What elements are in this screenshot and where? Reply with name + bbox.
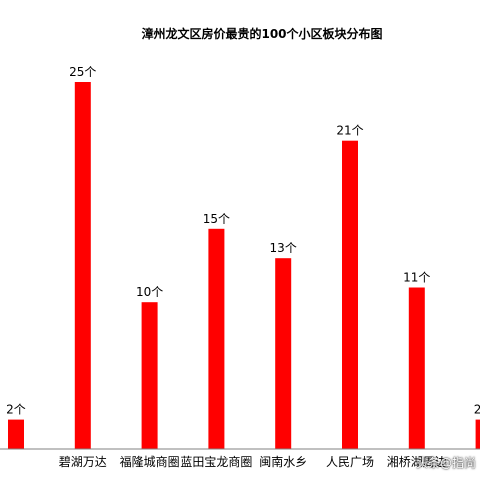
bar-2 [141, 302, 158, 449]
chart-title: 漳州龙文区房价最贵的100个小区板块分布图 [141, 26, 382, 41]
category-label-2: 福隆城商圈 [120, 454, 180, 469]
data-label-0: 2个 [6, 403, 26, 417]
data-label-3: 15个 [203, 212, 230, 226]
category-label-3: 蓝田宝龙商圈 [180, 454, 252, 469]
bar-3 [208, 228, 225, 449]
category-label-6: 湘桥湖周边 [387, 454, 447, 469]
data-label-1: 25个 [69, 65, 96, 79]
category-label-1: 碧湖万达 [59, 454, 107, 469]
bar-0 [8, 419, 24, 449]
bar-1 [74, 82, 91, 449]
bar-7 [475, 419, 480, 449]
data-label-4: 13个 [270, 241, 297, 255]
category-label-4: 闽南水乡 [259, 454, 307, 469]
watermark: 头条@指尚 [416, 456, 477, 470]
data-label-6: 11个 [403, 271, 430, 285]
data-label-2: 10个 [136, 285, 163, 299]
bar-6 [408, 287, 425, 449]
bar-5 [342, 140, 358, 449]
bar-4 [275, 258, 292, 449]
data-label-5: 21个 [336, 124, 363, 138]
data-label-7: 2个 [474, 403, 480, 417]
category-label-5: 人民广场 [326, 455, 374, 469]
